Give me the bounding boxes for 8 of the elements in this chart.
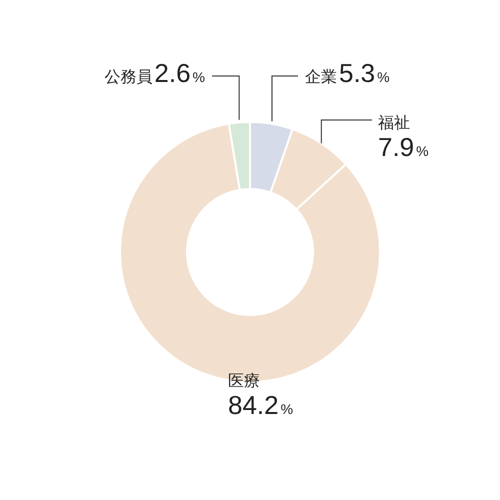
data-label: 5.3% xyxy=(339,58,390,88)
data-label: 84.2% xyxy=(228,390,294,420)
slice-label: 企業 xyxy=(305,68,337,86)
slice-label: 公務員 xyxy=(104,69,152,86)
slice-label: 医療 xyxy=(228,372,260,390)
data-label: 7.9% xyxy=(378,132,429,162)
slice-label: 福祉 xyxy=(378,114,410,132)
data-label: 2.6% xyxy=(154,58,205,88)
